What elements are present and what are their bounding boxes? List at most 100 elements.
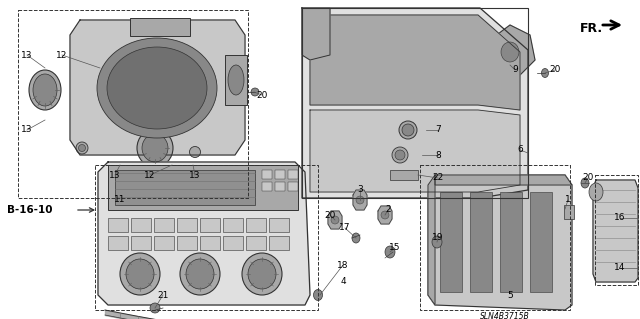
Polygon shape xyxy=(428,175,572,310)
Ellipse shape xyxy=(228,65,244,95)
FancyBboxPatch shape xyxy=(275,170,285,179)
Ellipse shape xyxy=(189,146,200,158)
Polygon shape xyxy=(378,206,392,224)
Polygon shape xyxy=(310,15,520,110)
Text: 1: 1 xyxy=(565,196,571,204)
Text: 20: 20 xyxy=(549,65,561,75)
Text: 11: 11 xyxy=(115,196,125,204)
Text: SLN4B3715B: SLN4B3715B xyxy=(480,312,530,319)
Ellipse shape xyxy=(248,259,276,289)
Ellipse shape xyxy=(186,259,214,289)
FancyBboxPatch shape xyxy=(530,192,552,292)
Text: 20: 20 xyxy=(256,91,268,100)
Ellipse shape xyxy=(392,147,408,163)
Text: 20: 20 xyxy=(582,174,594,182)
FancyBboxPatch shape xyxy=(225,55,247,105)
Ellipse shape xyxy=(251,88,259,96)
FancyBboxPatch shape xyxy=(154,218,174,232)
Ellipse shape xyxy=(501,42,519,62)
Ellipse shape xyxy=(150,303,160,313)
Polygon shape xyxy=(593,180,638,282)
Text: 2: 2 xyxy=(385,205,391,214)
Polygon shape xyxy=(70,20,245,155)
Bar xyxy=(302,8,528,198)
Ellipse shape xyxy=(242,253,282,295)
Ellipse shape xyxy=(79,145,86,152)
FancyBboxPatch shape xyxy=(564,205,574,219)
FancyBboxPatch shape xyxy=(288,170,298,179)
Text: 13: 13 xyxy=(109,170,121,180)
Ellipse shape xyxy=(541,69,548,78)
Polygon shape xyxy=(310,110,520,192)
Text: 13: 13 xyxy=(189,170,201,180)
Ellipse shape xyxy=(352,233,360,243)
FancyBboxPatch shape xyxy=(131,218,151,232)
Text: 5: 5 xyxy=(507,291,513,300)
FancyBboxPatch shape xyxy=(262,170,272,179)
FancyBboxPatch shape xyxy=(470,192,492,292)
Text: B-16-10: B-16-10 xyxy=(7,205,52,215)
Ellipse shape xyxy=(97,38,217,138)
FancyBboxPatch shape xyxy=(177,218,197,232)
Text: 21: 21 xyxy=(157,291,169,300)
Ellipse shape xyxy=(356,196,364,204)
FancyBboxPatch shape xyxy=(500,192,522,292)
Bar xyxy=(595,175,638,285)
Polygon shape xyxy=(353,190,367,210)
FancyBboxPatch shape xyxy=(200,236,220,250)
Text: 20: 20 xyxy=(324,211,336,219)
FancyBboxPatch shape xyxy=(223,218,243,232)
Text: 3: 3 xyxy=(357,186,363,195)
FancyBboxPatch shape xyxy=(440,192,462,292)
Text: 13: 13 xyxy=(21,125,33,135)
Ellipse shape xyxy=(395,150,405,160)
Ellipse shape xyxy=(29,70,61,110)
Ellipse shape xyxy=(107,47,207,129)
FancyBboxPatch shape xyxy=(246,236,266,250)
FancyBboxPatch shape xyxy=(390,170,418,180)
Ellipse shape xyxy=(385,246,395,258)
FancyBboxPatch shape xyxy=(275,182,285,191)
FancyBboxPatch shape xyxy=(177,236,197,250)
Ellipse shape xyxy=(120,253,160,295)
Text: FR.: FR. xyxy=(580,21,603,34)
FancyBboxPatch shape xyxy=(108,165,298,210)
Ellipse shape xyxy=(33,74,57,106)
Ellipse shape xyxy=(142,134,168,162)
Polygon shape xyxy=(302,8,330,60)
Text: 18: 18 xyxy=(337,261,349,270)
Text: 8: 8 xyxy=(435,151,441,160)
Text: 16: 16 xyxy=(614,213,626,222)
FancyBboxPatch shape xyxy=(108,218,128,232)
Bar xyxy=(95,165,318,310)
Ellipse shape xyxy=(137,129,173,167)
Text: 12: 12 xyxy=(144,170,156,180)
Text: 9: 9 xyxy=(512,65,518,75)
FancyBboxPatch shape xyxy=(130,18,190,36)
FancyBboxPatch shape xyxy=(262,182,272,191)
Text: 22: 22 xyxy=(433,174,444,182)
Ellipse shape xyxy=(126,259,154,289)
FancyBboxPatch shape xyxy=(200,218,220,232)
Ellipse shape xyxy=(432,236,442,248)
Ellipse shape xyxy=(314,290,323,300)
FancyBboxPatch shape xyxy=(115,170,255,205)
Polygon shape xyxy=(490,25,535,75)
FancyBboxPatch shape xyxy=(269,218,289,232)
FancyBboxPatch shape xyxy=(131,236,151,250)
Text: 14: 14 xyxy=(614,263,626,272)
FancyBboxPatch shape xyxy=(246,218,266,232)
Text: 6: 6 xyxy=(517,145,523,154)
Text: 7: 7 xyxy=(435,125,441,135)
Polygon shape xyxy=(428,175,435,305)
FancyBboxPatch shape xyxy=(269,236,289,250)
Ellipse shape xyxy=(589,183,603,201)
Text: 17: 17 xyxy=(339,224,351,233)
Polygon shape xyxy=(328,211,342,229)
Text: 15: 15 xyxy=(389,243,401,253)
Ellipse shape xyxy=(381,211,389,219)
Text: 12: 12 xyxy=(56,50,68,60)
Ellipse shape xyxy=(180,253,220,295)
Polygon shape xyxy=(302,8,528,198)
Polygon shape xyxy=(435,175,572,185)
